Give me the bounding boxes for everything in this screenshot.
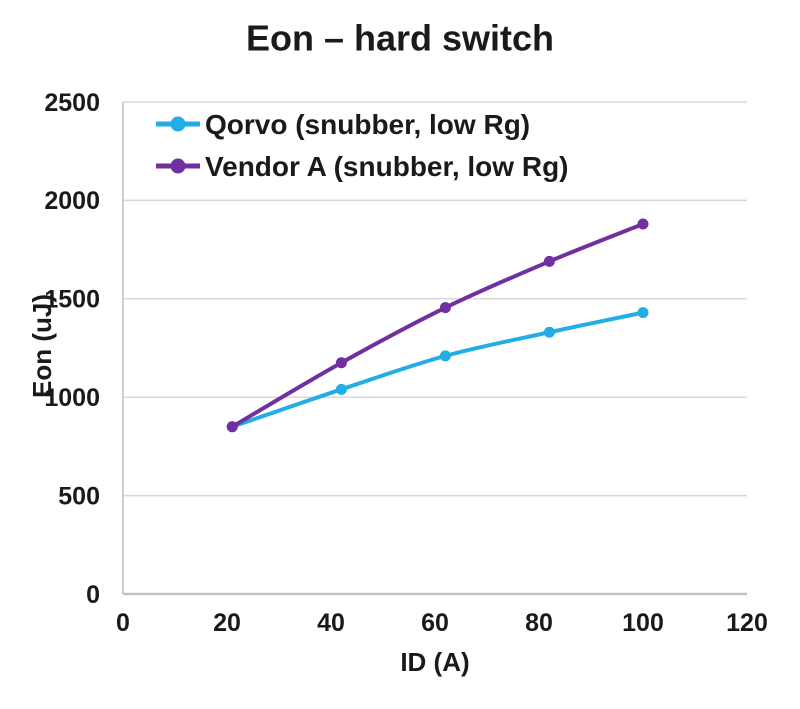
data-point-series-0 — [637, 307, 649, 319]
x-axis-title: ID (A) — [400, 647, 469, 677]
data-point-series-1 — [543, 255, 555, 267]
y-tick-label: 1000 — [44, 384, 100, 412]
x-tick-label: 40 — [317, 609, 345, 637]
y-tick-label: 0 — [86, 581, 100, 609]
data-point-series-0 — [439, 350, 451, 362]
y-axis-title: Eon (uJ) — [27, 294, 57, 398]
legend-marker — [170, 116, 186, 132]
x-tick-labels: 0 20 40 60 80 100 120 — [116, 609, 768, 637]
legend-label: Vendor A (snubber, low Rg) — [205, 151, 569, 182]
data-point-series-1 — [335, 357, 347, 369]
series-line-0 — [230, 310, 645, 429]
x-tick-label: 60 — [421, 609, 449, 637]
x-tick-label: 100 — [622, 609, 664, 637]
y-tick-labels: 0 500 1000 1500 2000 2500 — [44, 89, 100, 609]
axes — [122, 102, 747, 596]
gridlines — [123, 101, 747, 497]
y-tick-label: 500 — [58, 482, 100, 510]
data-point-series-0 — [543, 326, 555, 338]
x-tick-label: 20 — [213, 609, 241, 637]
series-plot — [226, 218, 649, 433]
legend-marker — [170, 158, 186, 174]
data-point-series-1 — [226, 421, 238, 433]
data-point-series-1 — [637, 218, 649, 230]
legend: Qorvo (snubber, low Rg) Vendor A (snubber… — [156, 109, 569, 182]
data-point-series-0 — [335, 383, 347, 395]
x-tick-label: 80 — [525, 609, 553, 637]
y-tick-label: 1500 — [44, 286, 100, 314]
x-tick-label: 120 — [726, 609, 768, 637]
data-point-series-1 — [439, 302, 451, 314]
chart-title: Eon – hard switch — [246, 18, 554, 59]
y-tick-label: 2000 — [44, 187, 100, 215]
legend-label: Qorvo (snubber, low Rg) — [205, 109, 530, 140]
x-tick-label: 0 — [116, 609, 130, 637]
y-tick-label: 2500 — [44, 89, 100, 117]
